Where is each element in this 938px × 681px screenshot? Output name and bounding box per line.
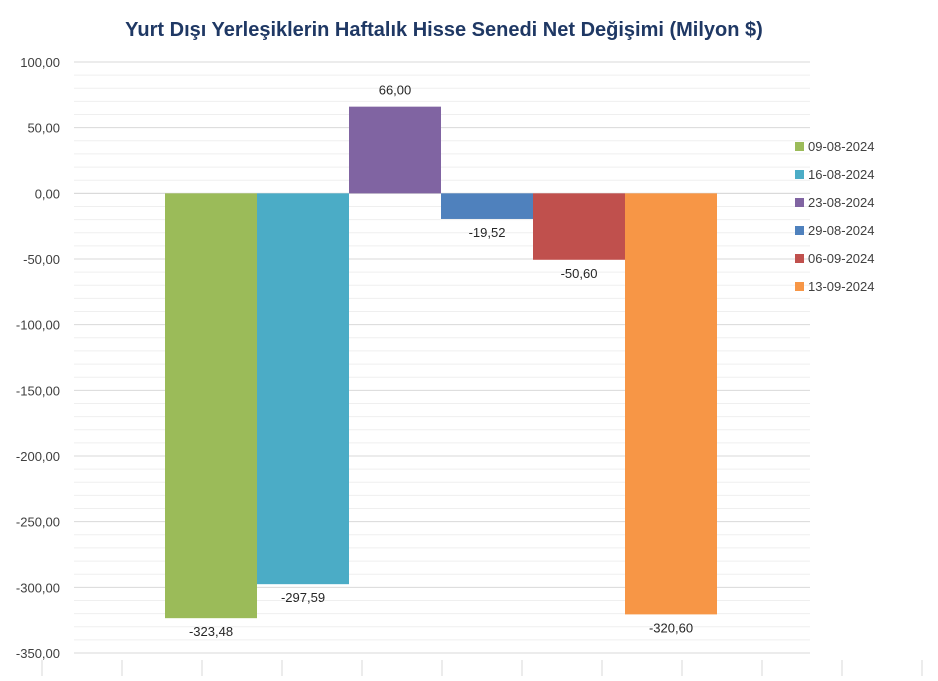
y-axis-ticks: 100,00 50,00 0,00 -50,00 -100,00 -150,00 -200,… (16, 55, 60, 661)
legend-label-16-08-2024: 16-08-2024 (808, 167, 875, 182)
legend-label-13-09-2024: 13-09-2024 (808, 279, 875, 294)
y-tick-label: 100,00 (20, 55, 60, 70)
y-tick-label: -50,00 (23, 252, 60, 267)
legend: 09-08-2024 16-08-2024 23-08-2024 29-08-2024… (795, 139, 875, 294)
legend-swatch-23-08-2024 (795, 198, 804, 207)
y-tick-label: 50,00 (27, 121, 60, 136)
bar-23-08-2024 (349, 106, 441, 194)
y-tick-label: -350,00 (16, 646, 60, 661)
data-labels: -323,48 -297,59 66,00 -19,52 -50,60 -320,60 (189, 83, 693, 640)
legend-label-23-08-2024: 23-08-2024 (808, 195, 875, 210)
legend-swatch-06-09-2024 (795, 254, 804, 263)
bar-09-08-2024 (165, 193, 257, 619)
bar-13-09-2024 (625, 193, 717, 615)
legend-label-09-08-2024: 09-08-2024 (808, 139, 875, 154)
legend-swatch-16-08-2024 (795, 170, 804, 179)
bar-16-08-2024 (257, 193, 349, 585)
legend-label-29-08-2024: 29-08-2024 (808, 223, 875, 238)
bars (165, 106, 717, 619)
bar-06-09-2024 (533, 193, 625, 260)
y-tick-label: -200,00 (16, 449, 60, 464)
data-label-23-08-2024: 66,00 (379, 83, 412, 98)
y-tick-label: 0,00 (35, 186, 60, 201)
legend-swatch-29-08-2024 (795, 226, 804, 235)
data-label-29-08-2024: -19,52 (469, 225, 506, 240)
legend-swatch-09-08-2024 (795, 142, 804, 151)
legend-label-06-09-2024: 06-09-2024 (808, 251, 875, 266)
y-tick-label: -100,00 (16, 318, 60, 333)
data-label-06-09-2024: -50,60 (561, 266, 598, 281)
y-tick-label: -300,00 (16, 580, 60, 595)
legend-swatch-13-09-2024 (795, 282, 804, 291)
bar-29-08-2024 (441, 193, 533, 219)
data-label-09-08-2024: -323,48 (189, 624, 233, 639)
y-tick-label: -150,00 (16, 383, 60, 398)
data-label-16-08-2024: -297,59 (281, 590, 325, 605)
data-label-13-09-2024: -320,60 (649, 620, 693, 635)
y-tick-label: -250,00 (16, 515, 60, 530)
chart-title: Yurt Dışı Yerleşiklerin Haftalık Hisse S… (125, 19, 763, 41)
